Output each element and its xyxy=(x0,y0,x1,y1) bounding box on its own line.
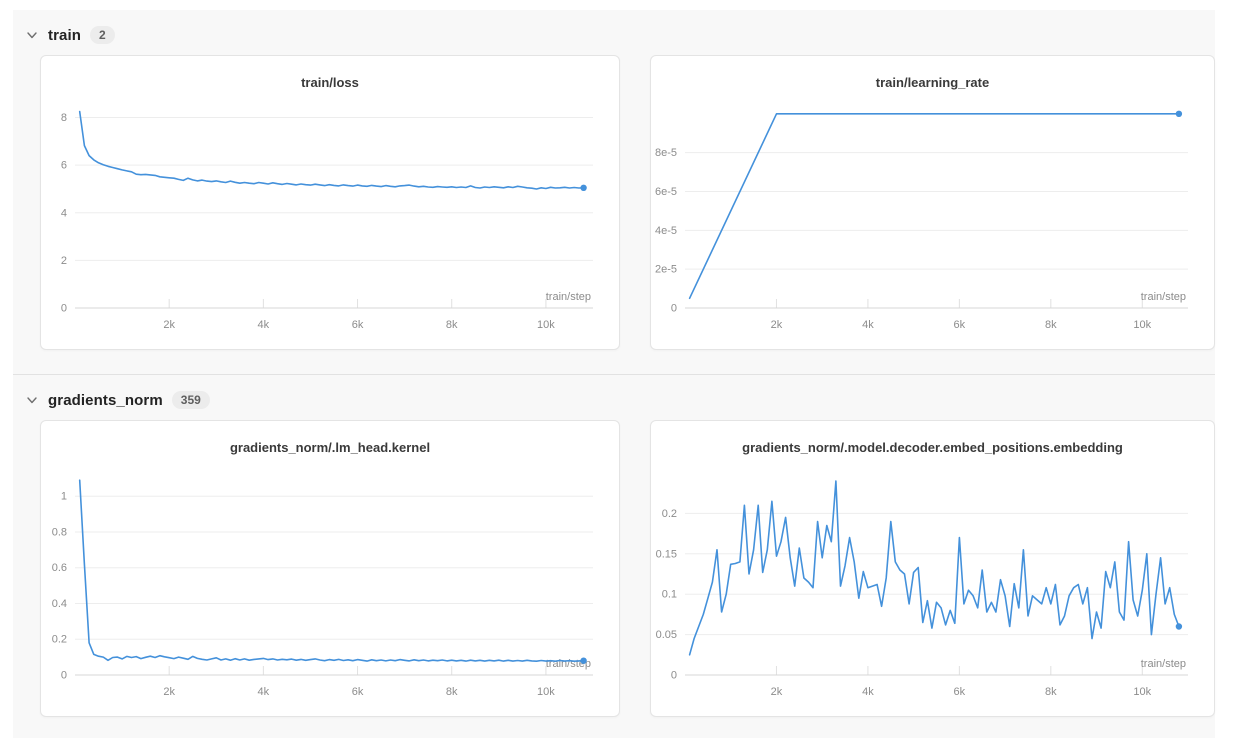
svg-text:train/step: train/step xyxy=(546,291,591,303)
chevron-down-icon[interactable] xyxy=(25,28,39,42)
chart-card-gradients-lm-head-kernel[interactable]: gradients_norm/.lm_head.kernel 0 0.2 0.4 0.… xyxy=(40,420,620,717)
svg-text:4k: 4k xyxy=(862,686,874,698)
svg-text:0: 0 xyxy=(671,670,677,682)
svg-text:4k: 4k xyxy=(862,319,874,331)
line-chart-train-learning-rate[interactable]: 0 2e-5 4e-5 6e-5 8e-5 2k 4k 6k 8k 10k train/step xyxy=(651,102,1214,350)
svg-text:0.8: 0.8 xyxy=(52,526,67,538)
svg-text:2k: 2k xyxy=(771,319,783,331)
svg-text:train/step: train/step xyxy=(1141,291,1186,303)
svg-text:8: 8 xyxy=(61,112,67,124)
svg-text:2e-5: 2e-5 xyxy=(655,264,677,276)
svg-text:2: 2 xyxy=(61,255,67,267)
svg-text:2k: 2k xyxy=(163,686,175,698)
chart-card-train-loss[interactable]: train/loss 0 2 4 6 8 2k 4k 6k 8k 10k train/step xyxy=(40,55,620,350)
section-header-gradients-norm[interactable]: gradients_norm 359 xyxy=(13,385,1215,415)
chart-card-train-learning-rate[interactable]: train/learning_rate 0 2e-5 4e-5 6e-5 8e-5 2k 4… xyxy=(650,55,1215,350)
svg-text:8k: 8k xyxy=(1045,686,1057,698)
svg-text:2k: 2k xyxy=(771,686,783,698)
line-chart-gradients-embed-positions[interactable]: 0 0.05 0.1 0.15 0.2 2k 4k 6k 8k 10k train/step xyxy=(651,467,1214,717)
svg-text:0.1: 0.1 xyxy=(662,589,677,601)
section-train: train 2 train/loss 0 2 4 6 8 2k 4k 6k 8k 10k train… xyxy=(13,10,1215,375)
section-title: gradients_norm xyxy=(48,391,163,409)
svg-text:10k: 10k xyxy=(1133,686,1151,698)
svg-text:0.2: 0.2 xyxy=(662,508,677,520)
svg-text:0: 0 xyxy=(61,670,67,682)
svg-text:4e-5: 4e-5 xyxy=(655,225,677,237)
chart-title: train/loss xyxy=(301,75,359,90)
svg-text:0.2: 0.2 xyxy=(52,634,67,646)
chart-card-gradients-embed-positions[interactable]: gradients_norm/.model.decoder.embed_posi… xyxy=(650,420,1215,717)
section-title: train xyxy=(48,26,82,44)
svg-text:4k: 4k xyxy=(258,686,270,698)
chart-title: gradients_norm/.model.decoder.embed_posi… xyxy=(742,440,1123,455)
svg-text:4k: 4k xyxy=(258,319,270,331)
chart-title: train/learning_rate xyxy=(875,75,990,90)
svg-text:6k: 6k xyxy=(352,686,364,698)
section-count-badge: 359 xyxy=(171,391,210,409)
svg-text:0: 0 xyxy=(671,303,677,315)
section-gradients-norm: gradients_norm 359 gradients_norm/.lm_he… xyxy=(13,375,1215,717)
chart-row: train/loss 0 2 4 6 8 2k 4k 6k 8k 10k train/step tr… xyxy=(13,55,1215,350)
svg-text:10k: 10k xyxy=(537,319,555,331)
svg-text:6k: 6k xyxy=(954,319,966,331)
svg-text:6k: 6k xyxy=(954,686,966,698)
svg-text:6k: 6k xyxy=(352,319,364,331)
section-count-badge: 2 xyxy=(90,26,115,44)
section-header-train[interactable]: train 2 xyxy=(13,20,1215,50)
svg-text:1: 1 xyxy=(61,491,67,503)
svg-text:0.4: 0.4 xyxy=(52,598,67,610)
svg-text:8k: 8k xyxy=(446,686,458,698)
svg-text:train/step: train/step xyxy=(1141,658,1186,670)
chevron-down-icon[interactable] xyxy=(25,393,39,407)
svg-text:10k: 10k xyxy=(537,686,555,698)
metrics-panel: train 2 train/loss 0 2 4 6 8 2k 4k 6k 8k 10k train… xyxy=(13,10,1215,738)
svg-text:2k: 2k xyxy=(163,319,175,331)
svg-text:6e-5: 6e-5 xyxy=(655,186,677,198)
chart-row: gradients_norm/.lm_head.kernel 0 0.2 0.4 0.… xyxy=(13,420,1215,717)
svg-text:10k: 10k xyxy=(1133,319,1151,331)
svg-text:0.15: 0.15 xyxy=(656,548,677,560)
svg-text:8k: 8k xyxy=(446,319,458,331)
section-divider xyxy=(13,374,1215,375)
svg-text:0: 0 xyxy=(61,303,67,315)
svg-text:0.6: 0.6 xyxy=(52,562,67,574)
chart-title: gradients_norm/.lm_head.kernel xyxy=(229,440,431,455)
svg-text:4: 4 xyxy=(61,207,67,219)
svg-text:0.05: 0.05 xyxy=(656,629,677,641)
svg-text:8e-5: 8e-5 xyxy=(655,147,677,159)
line-chart-train-loss[interactable]: 0 2 4 6 8 2k 4k 6k 8k 10k train/step xyxy=(41,102,619,350)
svg-text:6: 6 xyxy=(61,160,67,172)
svg-text:8k: 8k xyxy=(1045,319,1057,331)
